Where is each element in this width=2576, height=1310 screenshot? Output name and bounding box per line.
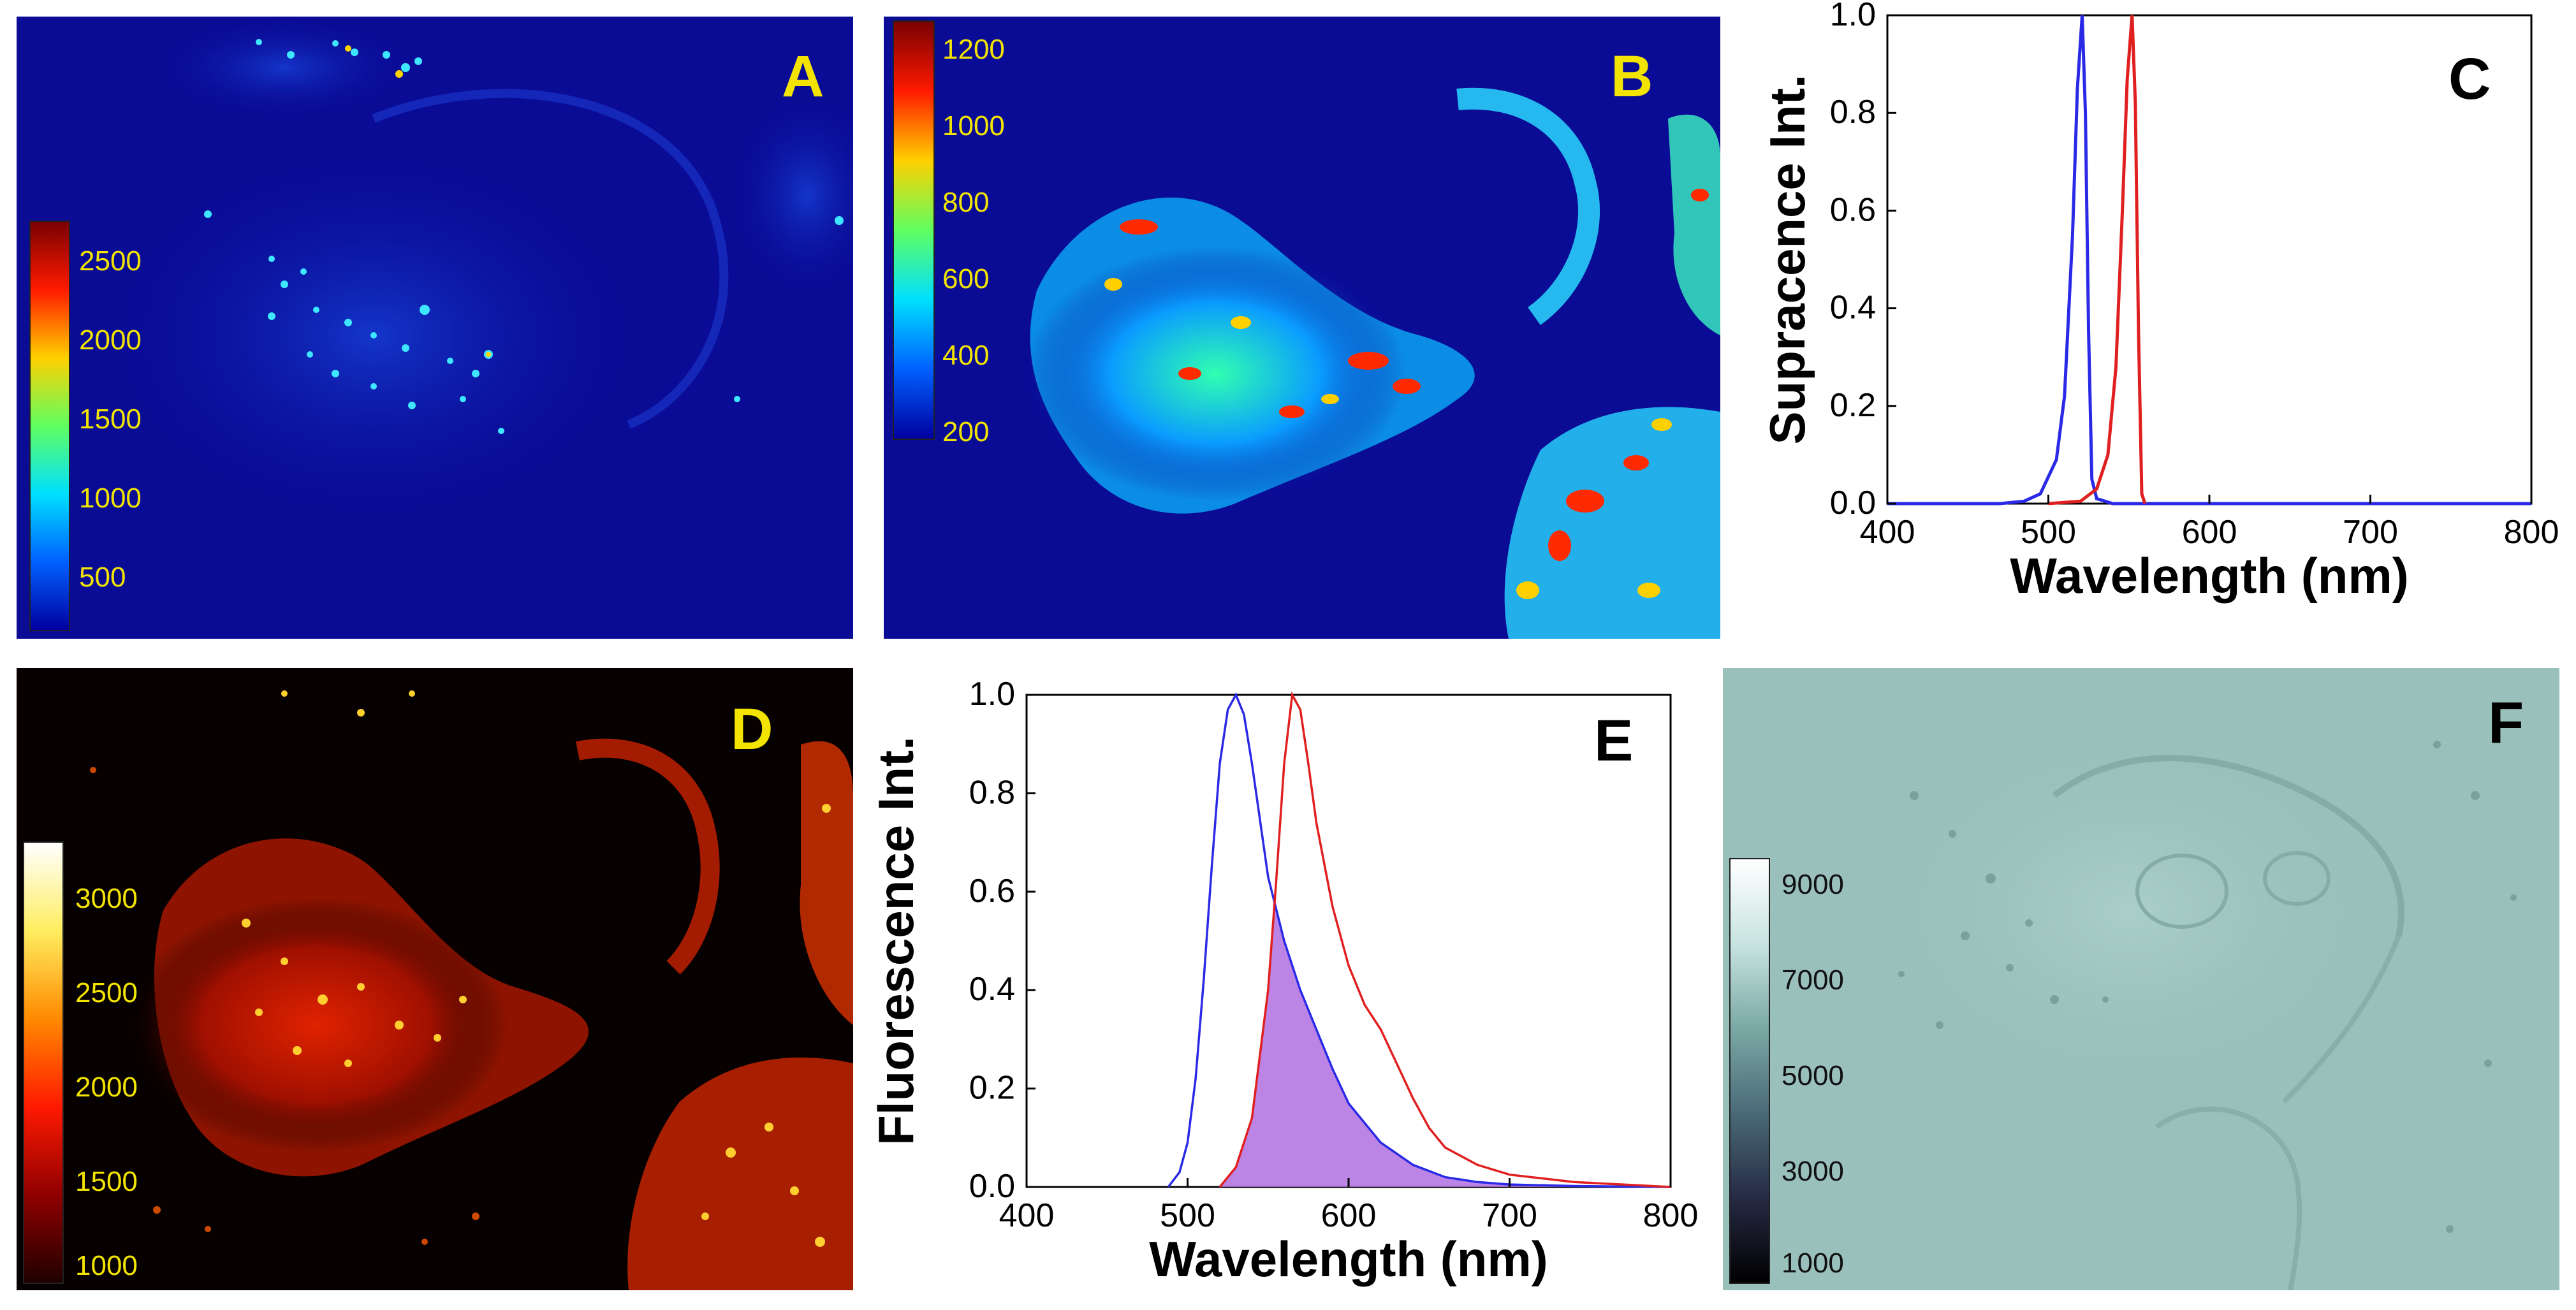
colorbar-tick: 2500 bbox=[75, 977, 138, 1008]
panel-e-spectrum-chart: 400 500 600 700 800 0.0 0.2 0.4 0.6 0.8 1.0 Wavelen… bbox=[868, 676, 1699, 1287]
colorbar-tick: 400 bbox=[942, 340, 990, 371]
panel-a-microscopy-image bbox=[99, 17, 853, 527]
plot-frame bbox=[1886, 14, 2533, 505]
colorbar-tick: 1200 bbox=[942, 34, 1005, 65]
colorbar-tick: 2000 bbox=[79, 324, 142, 356]
colorbar-tick: 7000 bbox=[1782, 964, 1844, 996]
y-tick-label: 0.2 bbox=[969, 1070, 1015, 1107]
colorbar-tick: 3000 bbox=[1782, 1156, 1844, 1187]
x-axis-label: Wavelength (nm) bbox=[1149, 1231, 1548, 1287]
colorbar-tick: 1000 bbox=[942, 110, 1005, 142]
x-axis-label: Wavelength (nm) bbox=[2010, 548, 2408, 604]
y-tick-label: 0.6 bbox=[1830, 191, 1876, 228]
overlap-area bbox=[1220, 903, 1671, 1187]
panel-a-colorbar bbox=[29, 221, 70, 631]
panel-b-microscopy-image bbox=[1024, 87, 1720, 639]
x-tick-label: 800 bbox=[2504, 514, 2559, 551]
panel-d-microscopy-image bbox=[90, 690, 853, 1290]
x-tick-label: 400 bbox=[1860, 514, 1915, 551]
colorbar-tick: 1000 bbox=[75, 1250, 138, 1281]
panel-c: 400 500 600 700 800 0.0 0.2 0.4 0.6 0.8 1.0 Wavelen… bbox=[1747, 0, 2576, 644]
y-tick-label: 0.2 bbox=[1830, 387, 1876, 424]
y-axis-label: Fluorescence Int. bbox=[868, 736, 924, 1146]
panel-label: B bbox=[1611, 44, 1653, 109]
colorbar-tick: 5000 bbox=[1782, 1060, 1844, 1091]
y-tick-label: 0.8 bbox=[1830, 94, 1876, 131]
y-tick-label: 1.0 bbox=[969, 676, 1015, 713]
colorbar-tick: 800 bbox=[942, 187, 990, 218]
panel-label: D bbox=[731, 697, 773, 762]
series-line-red bbox=[2048, 15, 2147, 506]
panel-f: 9000 7000 5000 3000 1000 F bbox=[1723, 668, 2559, 1290]
x-tick-label: 700 bbox=[1482, 1197, 1537, 1234]
colorbar-tick: 3000 bbox=[75, 883, 138, 914]
panel-d: 3000 2500 2000 1500 1000 D bbox=[17, 668, 853, 1290]
series-line-blue bbox=[1167, 692, 1671, 1188]
panel-e: 400 500 600 700 800 0.0 0.2 0.4 0.6 0.8 1.0 Wavelen… bbox=[867, 657, 1722, 1310]
panel-label: C bbox=[2448, 47, 2491, 112]
colorbar-tick: 9000 bbox=[1782, 869, 1844, 900]
y-tick-label: 0.6 bbox=[969, 873, 1015, 910]
x-tick-label: 600 bbox=[2182, 514, 2237, 551]
y-tick-label: 0.8 bbox=[969, 774, 1015, 811]
x-tick-label: 500 bbox=[2021, 514, 2076, 551]
panel-c-spectrum-chart: 400 500 600 700 800 0.0 0.2 0.4 0.6 0.8 1.0 Wavelen… bbox=[1759, 0, 2559, 604]
colorbar-tick: 500 bbox=[79, 562, 126, 593]
panel-b-colorbar bbox=[893, 20, 935, 440]
panel-f-colorbar bbox=[1729, 858, 1770, 1284]
panel-label: F bbox=[2488, 690, 2524, 755]
y-axis-label: Supracence Int. bbox=[1759, 75, 1815, 445]
panel-d-colorbar bbox=[23, 841, 64, 1284]
colorbar-tick: 1500 bbox=[79, 404, 142, 435]
colorbar-tick: 2500 bbox=[79, 245, 142, 277]
colorbar-tick: 1000 bbox=[79, 483, 142, 514]
panel-b: 1200 1000 800 600 400 200 B bbox=[884, 17, 1720, 639]
y-tick-label: 0.4 bbox=[1830, 289, 1876, 326]
colorbar-tick: 2000 bbox=[75, 1072, 138, 1103]
x-tick-label: 800 bbox=[1643, 1197, 1699, 1234]
y-tick-label: 0.4 bbox=[969, 971, 1015, 1008]
panel-f-brightfield-image bbox=[1863, 719, 2517, 1290]
x-tick-label: 700 bbox=[2343, 514, 2398, 551]
panel-label: A bbox=[782, 44, 824, 109]
series-line-red bbox=[1218, 691, 1671, 1188]
x-tick-label: 400 bbox=[999, 1197, 1055, 1234]
colorbar-tick: 1500 bbox=[75, 1166, 138, 1197]
y-tick-label: 1.0 bbox=[1830, 0, 1876, 33]
y-tick-label: 0.0 bbox=[969, 1168, 1015, 1205]
panel-a: 2500 2000 1500 1000 500 A bbox=[17, 17, 853, 639]
colorbar-tick: 1000 bbox=[1782, 1248, 1844, 1279]
panel-label: E bbox=[1594, 708, 1634, 773]
colorbar-tick: 600 bbox=[942, 263, 990, 295]
x-tick-label: 500 bbox=[1160, 1197, 1215, 1234]
colorbar-tick: 200 bbox=[942, 416, 990, 448]
y-tick-label: 0.0 bbox=[1830, 484, 1876, 521]
x-tick-label: 600 bbox=[1321, 1197, 1377, 1234]
